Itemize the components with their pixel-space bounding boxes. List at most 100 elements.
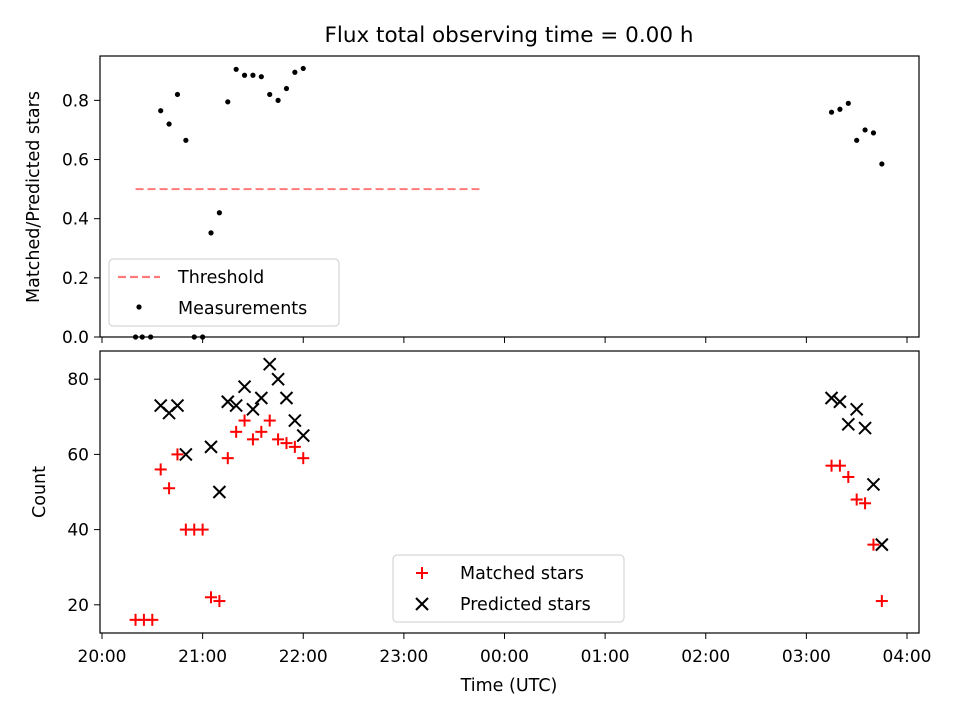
top-y-tick-label: 0.4 bbox=[62, 210, 89, 230]
top-y-tick-label: 0.6 bbox=[62, 151, 89, 171]
predicted-star-point bbox=[875, 537, 889, 552]
bottom-y-tick-label: 40 bbox=[67, 521, 89, 541]
bottom-axes-frame bbox=[99, 350, 920, 634]
predicted-star-point bbox=[296, 428, 310, 443]
matched-star-point bbox=[255, 425, 268, 438]
measurement-point bbox=[225, 99, 231, 105]
predicted-star-point bbox=[858, 421, 872, 435]
x-tick-label: 02:00 bbox=[681, 647, 730, 667]
predicted-star-point bbox=[212, 485, 227, 499]
measurement-point bbox=[174, 91, 181, 98]
matched-star-point bbox=[238, 414, 251, 427]
measurement-point bbox=[158, 108, 164, 114]
measurement-point bbox=[300, 65, 306, 72]
predicted-star-point bbox=[221, 395, 235, 409]
matched-star-point bbox=[297, 452, 310, 465]
legend-matched-swatch bbox=[416, 567, 428, 579]
matched-star-point bbox=[246, 433, 259, 446]
x-tick-label: 23:00 bbox=[379, 647, 428, 667]
bottom-legend: Matched stars Predicted stars bbox=[392, 554, 625, 623]
measurement-point bbox=[275, 97, 281, 103]
predicted-star-point bbox=[271, 372, 285, 386]
x-tick-label: 22:00 bbox=[279, 647, 328, 667]
x-tick-label: 20:00 bbox=[78, 647, 127, 667]
predicted-star-point bbox=[824, 391, 839, 405]
measurement-point bbox=[166, 121, 172, 127]
top-legend: Threshold Measurements bbox=[108, 258, 340, 327]
matched-star-point bbox=[272, 433, 285, 446]
predicted-star-point bbox=[170, 398, 185, 413]
matched-star-point bbox=[288, 440, 301, 453]
matched-star-point bbox=[146, 613, 159, 626]
measurement-point bbox=[828, 109, 835, 115]
bottom-y-tick-label: 20 bbox=[67, 596, 89, 616]
measurement-point bbox=[241, 72, 248, 78]
top-legend-box bbox=[108, 258, 340, 327]
matched-star-point bbox=[154, 463, 167, 476]
matched-star-point bbox=[833, 459, 846, 472]
measurement-point bbox=[183, 137, 189, 143]
legend-measurements-swatch bbox=[136, 304, 142, 310]
matched-star-point bbox=[850, 493, 863, 506]
measurement-point bbox=[216, 210, 222, 216]
measurement-point bbox=[845, 100, 851, 106]
measurement-point bbox=[283, 85, 290, 92]
matched-star-point bbox=[196, 523, 209, 536]
matched-star-point bbox=[859, 497, 872, 510]
legend-x-marker bbox=[415, 597, 429, 611]
matched-star-point bbox=[867, 538, 880, 551]
x-axis-label: Time (UTC) bbox=[460, 676, 558, 696]
top-y-tick-label: 0.8 bbox=[62, 91, 89, 111]
predicted-star-point bbox=[246, 402, 260, 416]
legend-measurements-label: Measurements bbox=[178, 299, 307, 319]
matched-star-point bbox=[842, 470, 855, 483]
measurement-point bbox=[837, 106, 843, 112]
matched-star-point bbox=[163, 482, 176, 495]
legend-predicted-swatch bbox=[415, 597, 429, 611]
legend-predicted-label: Predicted stars bbox=[460, 595, 591, 615]
predicted-star-point bbox=[179, 447, 193, 462]
predicted-star-point bbox=[263, 357, 277, 371]
predicted-star-point bbox=[229, 398, 243, 413]
measurement-point bbox=[267, 91, 273, 98]
matched-star-point bbox=[280, 437, 293, 450]
bottom-legend-box bbox=[392, 554, 625, 623]
predicted-star-point bbox=[866, 477, 881, 492]
top-y-tick-label: 0.2 bbox=[62, 269, 89, 289]
x-tick-label: 00:00 bbox=[480, 647, 529, 667]
matched-star-point bbox=[230, 425, 243, 438]
measurement-point bbox=[258, 74, 264, 80]
legend-plus-marker bbox=[416, 567, 428, 579]
matched-star-point bbox=[171, 448, 184, 461]
top-panel: 0.00.20.40.60.8 Matched/Predicted stars … bbox=[24, 55, 920, 348]
bottom-panel: 20 40 60 80 20:00 21:00 22:00 23:00 00:00 01:00 02… bbox=[30, 350, 932, 696]
predicted-star-point bbox=[288, 413, 302, 428]
measurement-point bbox=[854, 137, 860, 143]
predicted-star-point bbox=[254, 391, 269, 405]
measurement-point bbox=[233, 66, 239, 72]
predicted-star-point bbox=[841, 417, 856, 432]
measurement-point bbox=[250, 72, 256, 78]
matched-star-point bbox=[213, 595, 226, 608]
top-axes-frame bbox=[99, 55, 920, 338]
x-tick-label: 01:00 bbox=[581, 647, 630, 667]
bottom-y-tick-label: 80 bbox=[67, 370, 89, 390]
measurement-point bbox=[862, 127, 868, 133]
x-tick-label: 04:00 bbox=[883, 647, 932, 667]
measurement-point bbox=[879, 161, 885, 167]
x-tick-label: 21:00 bbox=[178, 647, 227, 667]
top-y-axis-label: Matched/Predicted stars bbox=[24, 91, 44, 303]
predicted-star-point bbox=[833, 395, 847, 409]
matched-star-point bbox=[875, 595, 888, 608]
predicted-star-point bbox=[204, 440, 218, 454]
top-y-tick-label: 0.0 bbox=[62, 328, 89, 348]
bottom-y-axis-label: Count bbox=[30, 466, 50, 518]
legend-threshold-label: Threshold bbox=[177, 268, 264, 288]
measurement-point bbox=[292, 69, 298, 75]
legend-matched-label: Matched stars bbox=[460, 564, 584, 584]
predicted-star-point bbox=[237, 380, 252, 394]
bottom-y-tick-label: 60 bbox=[67, 445, 89, 465]
chart-title: Flux total observing time = 0.00 h bbox=[325, 23, 694, 48]
x-tick-label: 03:00 bbox=[782, 647, 831, 667]
